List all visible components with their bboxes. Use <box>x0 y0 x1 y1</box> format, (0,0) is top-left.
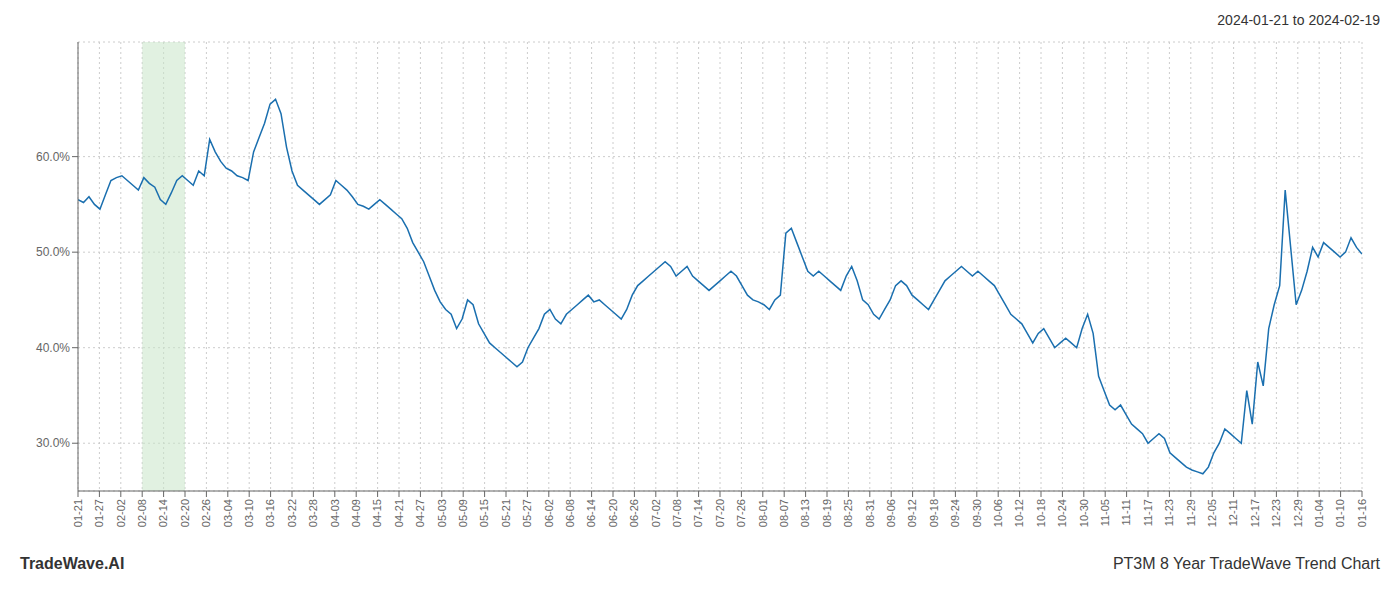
svg-text:04-27: 04-27 <box>414 499 426 527</box>
svg-text:11-23: 11-23 <box>1163 499 1175 526</box>
svg-text:03-10: 03-10 <box>243 499 255 527</box>
svg-text:12-23: 12-23 <box>1270 499 1282 527</box>
svg-text:09-12: 09-12 <box>906 499 918 527</box>
svg-text:07-26: 07-26 <box>735 499 747 527</box>
svg-text:02-14: 02-14 <box>157 499 169 527</box>
svg-text:11-11: 11-11 <box>1120 499 1132 526</box>
svg-text:07-02: 07-02 <box>650 499 662 527</box>
svg-text:04-03: 04-03 <box>329 499 341 527</box>
svg-text:05-21: 05-21 <box>500 499 512 527</box>
svg-text:05-03: 05-03 <box>436 499 448 527</box>
svg-text:09-06: 09-06 <box>885 499 897 527</box>
html-text:2024-01-21 to 2024-02-19: 2024-01-21 to 2024-02-19 <box>1217 12 1380 28</box>
svg-text:10-18: 10-18 <box>1035 499 1047 527</box>
svg-text:60.0%: 60.0% <box>36 150 70 164</box>
svg-text:04-21: 04-21 <box>393 499 405 527</box>
svg-text:11-17: 11-17 <box>1142 499 1154 526</box>
svg-text:08-31: 08-31 <box>864 499 876 527</box>
svg-text:06-14: 06-14 <box>585 499 597 527</box>
svg-text:12-11: 12-11 <box>1227 499 1239 526</box>
svg-text:09-18: 09-18 <box>928 499 940 527</box>
svg-text:07-14: 07-14 <box>692 499 704 527</box>
svg-text:30.0%: 30.0% <box>36 436 70 450</box>
svg-text:06-08: 06-08 <box>564 499 576 527</box>
svg-text:03-28: 03-28 <box>307 499 319 527</box>
svg-text:04-15: 04-15 <box>371 499 383 527</box>
svg-text:03-22: 03-22 <box>286 499 298 527</box>
svg-text:10-30: 10-30 <box>1078 499 1090 527</box>
svg-text:02-02: 02-02 <box>115 499 127 527</box>
svg-text:05-27: 05-27 <box>521 499 533 527</box>
svg-text:12-17: 12-17 <box>1249 499 1261 527</box>
svg-text:08-25: 08-25 <box>842 499 854 527</box>
html-text:PT3M 8 Year TradeWave Trend Ch: PT3M 8 Year TradeWave Trend Chart <box>1112 555 1380 572</box>
svg-text:12-29: 12-29 <box>1292 499 1304 527</box>
svg-text:01-16: 01-16 <box>1356 499 1368 527</box>
svg-text:02-20: 02-20 <box>179 499 191 527</box>
svg-text:09-24: 09-24 <box>949 499 961 527</box>
svg-text:03-16: 03-16 <box>264 499 276 527</box>
svg-text:03-04: 03-04 <box>222 499 234 527</box>
svg-text:07-20: 07-20 <box>714 499 726 527</box>
svg-text:10-06: 10-06 <box>992 499 1004 527</box>
svg-text:01-10: 01-10 <box>1334 499 1346 527</box>
svg-text:02-08: 02-08 <box>136 499 148 527</box>
svg-text:12-05: 12-05 <box>1206 499 1218 527</box>
svg-text:08-13: 08-13 <box>799 499 811 527</box>
svg-text:04-09: 04-09 <box>350 499 362 527</box>
svg-text:06-26: 06-26 <box>628 499 640 527</box>
svg-text:05-09: 05-09 <box>457 499 469 527</box>
svg-text:08-07: 08-07 <box>778 499 790 527</box>
svg-text:11-29: 11-29 <box>1185 499 1197 526</box>
svg-text:06-20: 06-20 <box>607 499 619 527</box>
svg-text:40.0%: 40.0% <box>36 341 70 355</box>
svg-text:08-19: 08-19 <box>821 499 833 527</box>
svg-text:02-26: 02-26 <box>200 499 212 527</box>
svg-text:08-01: 08-01 <box>757 499 769 527</box>
svg-text:10-12: 10-12 <box>1013 499 1025 527</box>
svg-text:07-08: 07-08 <box>671 499 683 527</box>
svg-text:01-21: 01-21 <box>72 499 84 527</box>
svg-text:01-27: 01-27 <box>93 499 105 527</box>
svg-text:11-05: 11-05 <box>1099 499 1111 526</box>
html-text:TradeWave.AI: TradeWave.AI <box>20 555 125 572</box>
svg-text:06-02: 06-02 <box>543 499 555 527</box>
svg-text:05-15: 05-15 <box>478 499 490 527</box>
svg-text:01-04: 01-04 <box>1313 499 1325 527</box>
svg-text:50.0%: 50.0% <box>36 245 70 259</box>
svg-text:10-24: 10-24 <box>1056 499 1068 527</box>
svg-text:09-30: 09-30 <box>971 499 983 527</box>
